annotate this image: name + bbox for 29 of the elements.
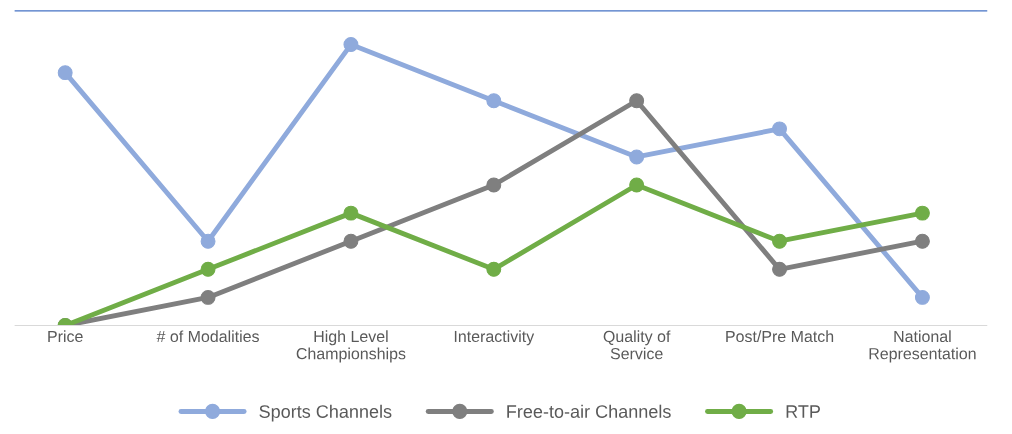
point <box>486 177 502 193</box>
point <box>486 261 502 277</box>
point <box>629 177 645 193</box>
point <box>914 233 930 249</box>
x-tick-label: Interactivity <box>454 330 535 346</box>
x-tick-label: Post/Pre Match <box>726 330 834 343</box>
point <box>629 149 645 165</box>
point <box>200 233 216 249</box>
legend-label: RTP <box>786 405 820 418</box>
point <box>486 93 502 109</box>
x-tick-label: National Representation <box>869 330 976 363</box>
point <box>772 261 787 277</box>
point <box>200 261 216 277</box>
point <box>200 289 216 305</box>
point <box>914 205 930 221</box>
point <box>343 37 359 53</box>
legend-label: Sports Channels <box>259 404 392 422</box>
x-tick-label: Quality of Service <box>603 330 671 360</box>
point <box>57 65 73 81</box>
point <box>772 121 787 137</box>
x-tick-label: # of Modalities <box>156 330 259 343</box>
point <box>343 233 359 249</box>
point <box>343 205 359 221</box>
point <box>772 233 787 249</box>
point <box>914 289 930 305</box>
x-tick-label: High Level Championships <box>296 330 406 363</box>
x-tick-label: Price <box>48 330 83 343</box>
point <box>629 93 645 109</box>
legend-label: Free-to-air Channels <box>507 404 671 418</box>
